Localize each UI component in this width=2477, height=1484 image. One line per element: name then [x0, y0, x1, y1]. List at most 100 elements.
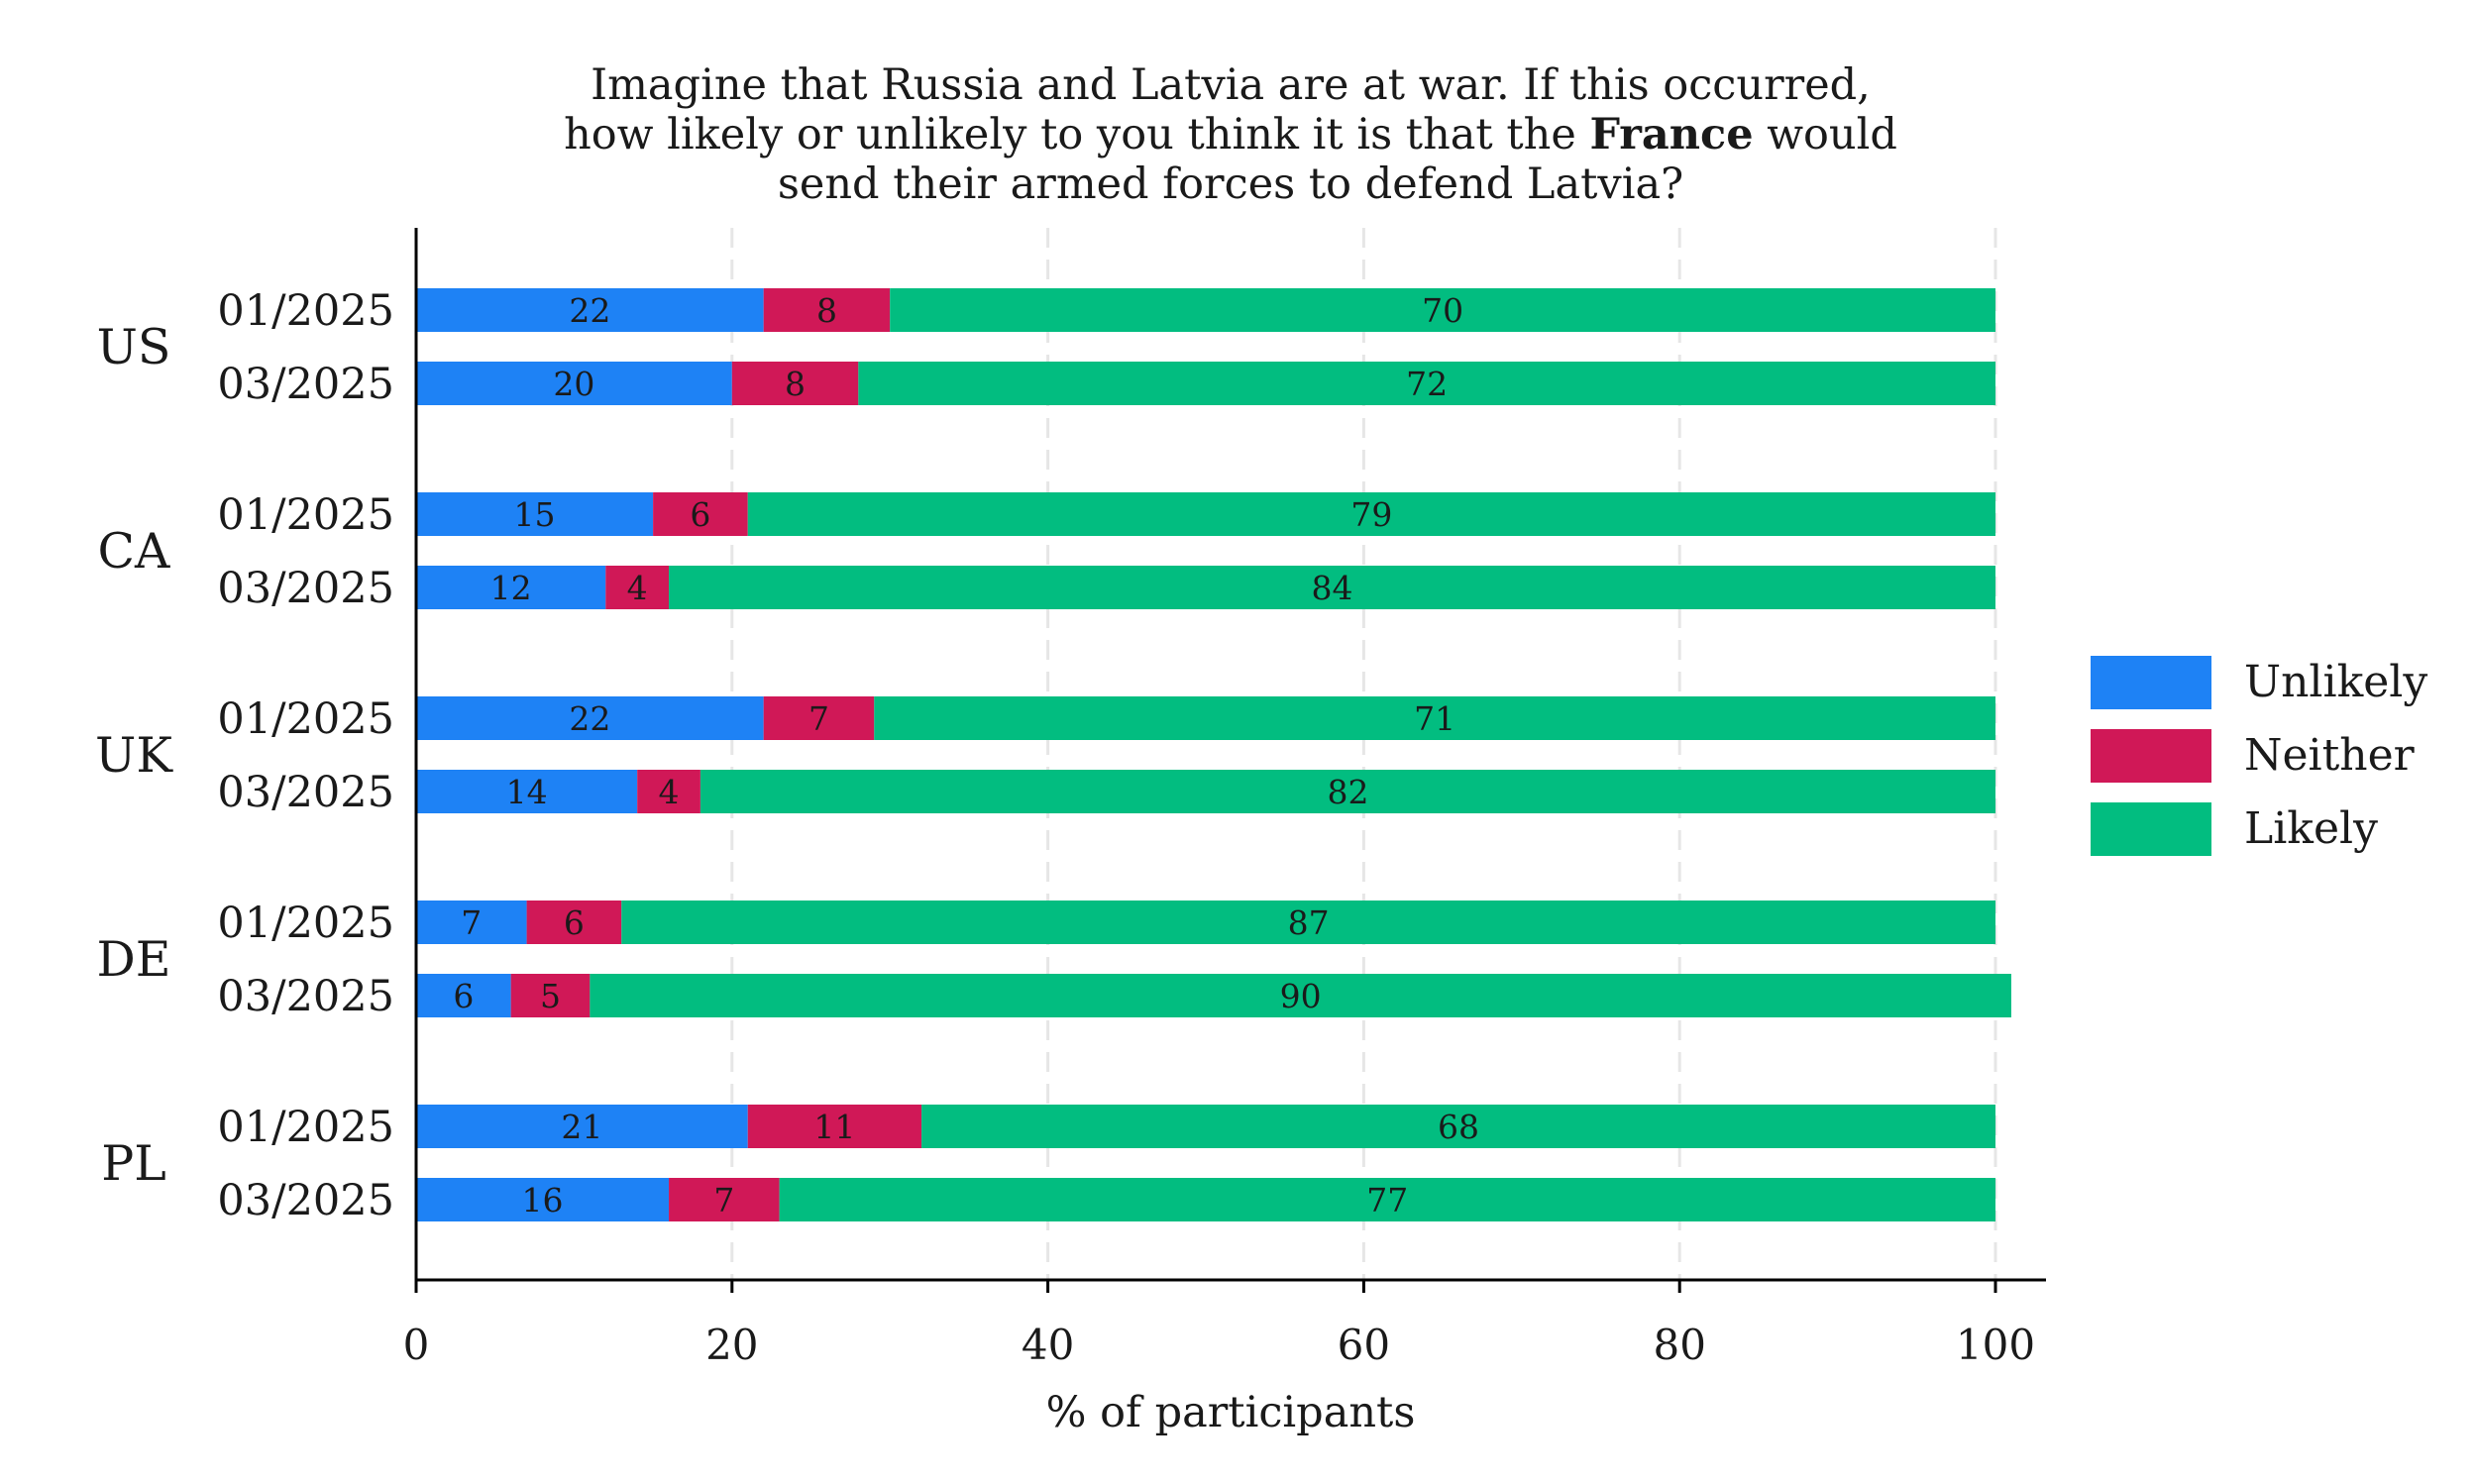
- data-label: 11: [813, 1108, 855, 1146]
- bar-segment: [416, 362, 732, 405]
- data-label: 7: [713, 1181, 734, 1219]
- bar-segment: [416, 1178, 670, 1221]
- bar-segment: [416, 1105, 748, 1148]
- legend: Unlikely Neither Likely: [2091, 656, 2427, 856]
- row-label: 03/2025: [217, 768, 394, 817]
- legend-swatch: [2091, 729, 2211, 783]
- legend-swatch: [2091, 656, 2211, 709]
- row-label: 01/2025: [217, 899, 394, 948]
- data-label: 8: [785, 365, 806, 403]
- bar-segment: [747, 492, 1995, 536]
- bar-segment: [700, 770, 1996, 813]
- data-label: 71: [1414, 699, 1455, 738]
- data-label: 87: [1288, 903, 1330, 942]
- group-label: CA: [98, 523, 170, 580]
- legend-swatch: [2091, 802, 2211, 856]
- chart-title-line: how likely or unlikely to you think it i…: [564, 110, 1897, 159]
- row-label: 03/2025: [217, 564, 394, 613]
- row-label: 03/2025: [217, 360, 394, 409]
- data-label: 7: [808, 699, 829, 738]
- title-text: would: [1754, 110, 1897, 159]
- data-label: 6: [564, 903, 585, 942]
- bar-segment: [510, 974, 591, 1017]
- data-label: 8: [816, 291, 837, 330]
- title-emphasis: France: [1589, 110, 1753, 159]
- chart-title: Imagine that Russia and Latvia are at wa…: [564, 60, 1897, 209]
- bar-segment: [763, 288, 891, 332]
- group-label: US: [97, 319, 171, 375]
- legend-label: Neither: [2244, 730, 2416, 781]
- x-tick-label: 100: [1956, 1321, 2035, 1369]
- data-label: 77: [1366, 1181, 1408, 1219]
- bar-segment: [747, 1105, 922, 1148]
- data-label: 79: [1350, 495, 1392, 534]
- data-label: 7: [461, 903, 482, 942]
- bar-segment: [605, 566, 670, 609]
- data-label: 68: [1438, 1108, 1479, 1146]
- bar-segment: [858, 362, 1995, 405]
- bar-segment: [874, 696, 1995, 740]
- bar-segment: [416, 974, 511, 1017]
- row-label: 01/2025: [217, 490, 394, 540]
- bar-segment: [526, 901, 622, 944]
- data-label: 6: [453, 977, 474, 1015]
- row-label: 01/2025: [217, 694, 394, 744]
- row-label: 03/2025: [217, 1176, 394, 1225]
- category-labels: 01/2025 03/2025 US 01/2025 03/2025 CA 01/2025 0…: [95, 286, 394, 1225]
- axes: 0 20 40 60 80 100 % of participants: [403, 228, 2046, 1437]
- bar-segment: [731, 362, 859, 405]
- chart-title-line: Imagine that Russia and Latvia are at wa…: [591, 60, 1871, 110]
- bar-segment: [416, 901, 527, 944]
- data-label: 14: [506, 773, 548, 811]
- row-label: 03/2025: [217, 972, 394, 1021]
- chart-title-line: send their armed forces to defend Latvia…: [778, 159, 1683, 209]
- bar-segment: [416, 566, 606, 609]
- legend-label: Unlikely: [2244, 657, 2427, 707]
- bar-segment: [637, 770, 700, 813]
- legend-label: Likely: [2244, 803, 2378, 854]
- data-label: 84: [1312, 569, 1353, 607]
- bar-segment: [763, 696, 875, 740]
- bar-segment: [590, 974, 2011, 1017]
- row-label: 01/2025: [217, 1103, 394, 1152]
- x-tick-label: 0: [403, 1321, 430, 1369]
- data-label: 6: [690, 495, 710, 534]
- data-label: 82: [1327, 773, 1368, 811]
- bar-segment: [416, 492, 654, 536]
- bar-segment: [416, 288, 764, 332]
- title-text: Imagine that Russia and Latvia are at wa…: [591, 60, 1871, 110]
- x-tick-label: 80: [1653, 1321, 1705, 1369]
- x-tick-label: 60: [1338, 1321, 1390, 1369]
- data-label: 22: [569, 699, 610, 738]
- bar-segment: [921, 1105, 1995, 1148]
- x-tick-label: 40: [1022, 1321, 1074, 1369]
- bar-segment: [416, 770, 638, 813]
- data-label: 70: [1422, 291, 1463, 330]
- data-label: 72: [1406, 365, 1448, 403]
- data-label: 90: [1280, 977, 1322, 1015]
- bar-segment: [416, 696, 764, 740]
- data-label: 12: [490, 569, 532, 607]
- title-text: how likely or unlikely to you think it i…: [564, 110, 1589, 159]
- bar-segment: [669, 566, 1995, 609]
- bar-segment: [779, 1178, 1995, 1221]
- group-label: UK: [95, 727, 173, 784]
- x-axis-title: % of participants: [1046, 1388, 1416, 1437]
- row-label: 01/2025: [217, 286, 394, 336]
- data-label: 15: [514, 495, 556, 534]
- bar-segment: [621, 901, 1995, 944]
- x-tick-label: 20: [705, 1321, 758, 1369]
- data-label: 16: [522, 1181, 564, 1219]
- bar-segment: [669, 1178, 780, 1221]
- title-text: send their armed forces to defend Latvia…: [778, 159, 1683, 209]
- data-label: 5: [540, 977, 561, 1015]
- data-label: 21: [561, 1108, 602, 1146]
- data-label: 22: [569, 291, 610, 330]
- data-label: 4: [627, 569, 648, 607]
- group-label: PL: [101, 1135, 166, 1192]
- bar-segment: [653, 492, 748, 536]
- data-label: 4: [659, 773, 680, 811]
- bar-segment: [890, 288, 1996, 332]
